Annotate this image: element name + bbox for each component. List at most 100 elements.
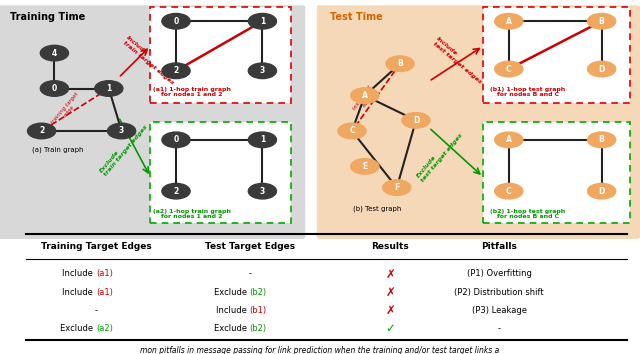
- Text: (P3) Leakage: (P3) Leakage: [472, 306, 527, 315]
- Circle shape: [162, 13, 190, 29]
- Circle shape: [351, 159, 379, 174]
- FancyBboxPatch shape: [0, 5, 305, 239]
- Text: Exclude: Exclude: [214, 324, 250, 333]
- Text: (b2) 1-hop test graph
for nodes B and C: (b2) 1-hop test graph for nodes B and C: [490, 209, 566, 219]
- Text: C: C: [506, 187, 511, 196]
- Text: B: B: [397, 59, 403, 68]
- Text: (b) Test graph: (b) Test graph: [353, 205, 402, 212]
- Text: ✗: ✗: [385, 286, 396, 299]
- Text: Exclude
test target edges: Exclude test target edges: [416, 129, 464, 183]
- Text: test target
edge: test target edge: [352, 84, 378, 114]
- Text: 3: 3: [260, 66, 265, 75]
- Text: (b1) 1-hop test graph
for nodes B and C: (b1) 1-hop test graph for nodes B and C: [490, 86, 566, 97]
- Text: ✗: ✗: [385, 267, 396, 280]
- Text: (a2): (a2): [96, 324, 113, 333]
- Circle shape: [248, 183, 276, 199]
- Circle shape: [351, 88, 379, 103]
- Circle shape: [383, 180, 411, 195]
- Text: B: B: [599, 17, 604, 26]
- Text: ✗: ✗: [385, 304, 396, 317]
- Text: (b1): (b1): [250, 306, 267, 315]
- Circle shape: [588, 132, 616, 148]
- Circle shape: [162, 183, 190, 199]
- FancyBboxPatch shape: [483, 122, 630, 223]
- Circle shape: [162, 132, 190, 148]
- Text: Include: Include: [216, 306, 250, 315]
- Circle shape: [588, 183, 616, 199]
- Circle shape: [40, 45, 68, 61]
- Text: (a) Train graph: (a) Train graph: [32, 147, 83, 153]
- Circle shape: [95, 81, 123, 96]
- Text: 3: 3: [260, 187, 265, 196]
- Text: (a1): (a1): [96, 269, 113, 278]
- Circle shape: [108, 123, 136, 139]
- Text: 1: 1: [260, 135, 265, 144]
- Circle shape: [588, 13, 616, 29]
- Text: (a2) 1-hop train graph
for nodes 1 and 2: (a2) 1-hop train graph for nodes 1 and 2: [153, 209, 231, 219]
- Text: C: C: [349, 126, 355, 136]
- Text: Training Time: Training Time: [10, 12, 85, 22]
- Text: (b2): (b2): [250, 287, 267, 297]
- Text: (P2) Distribution shift: (P2) Distribution shift: [454, 287, 544, 297]
- Circle shape: [386, 56, 414, 72]
- Circle shape: [588, 61, 616, 77]
- Text: Include
train target edges: Include train target edges: [122, 35, 178, 85]
- Circle shape: [495, 13, 523, 29]
- Text: 4: 4: [52, 48, 57, 58]
- Text: -: -: [498, 324, 500, 333]
- FancyBboxPatch shape: [150, 122, 291, 223]
- Text: E: E: [362, 162, 367, 171]
- Text: 0: 0: [173, 17, 179, 26]
- Text: 1: 1: [106, 84, 111, 93]
- Text: 3: 3: [119, 126, 124, 136]
- Text: Include
test target edges: Include test target edges: [432, 36, 486, 84]
- Circle shape: [248, 132, 276, 148]
- Text: 0: 0: [173, 135, 179, 144]
- FancyBboxPatch shape: [317, 5, 640, 239]
- Text: D: D: [413, 116, 419, 125]
- Text: -: -: [95, 306, 97, 315]
- Text: training target
edge: training target edge: [51, 91, 84, 129]
- Circle shape: [162, 63, 190, 79]
- FancyBboxPatch shape: [150, 7, 291, 103]
- Text: Test Time: Test Time: [330, 12, 382, 22]
- Text: (a1): (a1): [96, 287, 113, 297]
- Text: (a1) 1-hop train graph
for nodes 1 and 2: (a1) 1-hop train graph for nodes 1 and 2: [153, 86, 231, 97]
- Text: C: C: [506, 64, 511, 74]
- Text: Exclude
train target edges: Exclude train target edges: [99, 120, 149, 177]
- Text: mon pitfalls in message passing for link prediction when the training and/or tes: mon pitfalls in message passing for link…: [140, 346, 500, 354]
- Text: -: -: [248, 269, 251, 278]
- Text: A: A: [506, 135, 512, 144]
- Text: (b2): (b2): [250, 324, 267, 333]
- Text: Exclude: Exclude: [214, 287, 250, 297]
- Text: D: D: [598, 64, 605, 74]
- Text: 1: 1: [260, 17, 265, 26]
- Text: Test Target Edges: Test Target Edges: [205, 242, 294, 251]
- Text: (P1) Overfitting: (P1) Overfitting: [467, 269, 532, 278]
- Text: 2: 2: [39, 126, 44, 136]
- Text: Include: Include: [63, 287, 96, 297]
- Text: D: D: [598, 187, 605, 196]
- Circle shape: [495, 183, 523, 199]
- Circle shape: [338, 123, 366, 139]
- Circle shape: [402, 113, 430, 128]
- Text: Exclude: Exclude: [60, 324, 96, 333]
- Circle shape: [248, 63, 276, 79]
- Circle shape: [495, 132, 523, 148]
- Circle shape: [40, 81, 68, 96]
- Text: 2: 2: [173, 66, 179, 75]
- Text: Training Target Edges: Training Target Edges: [40, 242, 152, 251]
- Text: ✓: ✓: [385, 322, 396, 335]
- Circle shape: [28, 123, 56, 139]
- Text: F: F: [394, 183, 399, 192]
- Text: Include: Include: [63, 269, 96, 278]
- Text: A: A: [362, 91, 368, 100]
- Text: B: B: [599, 135, 604, 144]
- Text: A: A: [506, 17, 512, 26]
- FancyBboxPatch shape: [483, 7, 630, 103]
- Text: Results: Results: [372, 242, 409, 251]
- Text: 0: 0: [52, 84, 57, 93]
- Circle shape: [495, 61, 523, 77]
- Text: 2: 2: [173, 187, 179, 196]
- Text: Pitfalls: Pitfalls: [481, 242, 517, 251]
